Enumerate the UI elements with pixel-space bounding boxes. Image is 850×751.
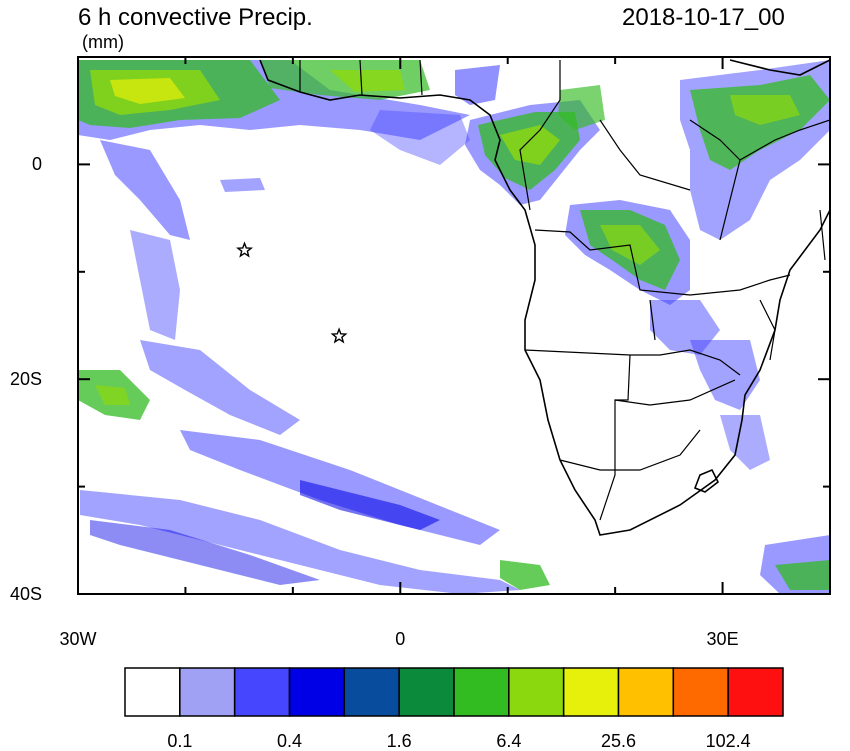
map-frame [77,56,831,595]
colorbar [124,667,784,717]
colorbar-swatch [453,667,510,717]
colorbar-swatch [727,667,784,717]
x-tick-label: 0 [395,629,406,649]
colorbar-swatch [288,667,346,717]
coastlines [259,59,830,536]
colorbar-swatch [508,667,565,717]
colorbar-swatch [398,667,455,717]
star-marker-2 [330,327,348,344]
x-tick-label: 30E [706,629,739,649]
markers [236,241,348,344]
precip-field [78,59,830,594]
colorbar-swatch [617,667,675,717]
colorbar-swatch [124,667,181,717]
y-tick-label: 0 [31,154,42,175]
colorbar-label: 25.6 [600,731,637,751]
country-borders [299,59,830,521]
axis-ticks [77,56,831,595]
x-tick-label: 30W [59,629,97,649]
colorbar-label: 6.4 [496,731,522,751]
colorbar-swatch [562,667,620,717]
y-tick-label: 40S [9,584,42,604]
colorbar-swatch [672,667,729,717]
y-tick-label: 20S [9,369,42,390]
precip-north-band [78,60,500,140]
colorbar-swatch [179,667,236,717]
colorbar-label: 0.1 [167,731,193,751]
units-label: (mm) [82,32,124,52]
star-marker-1 [236,241,254,258]
colorbar-swatch [233,667,291,717]
map-title: 6 h convective Precip. [78,4,313,31]
colorbar-label: 0.4 [276,731,303,751]
precip-atlantic-streaks [78,110,830,594]
colorbar-label: 102.4 [705,731,751,751]
precip-congo [465,85,690,305]
colorbar-label: 1.6 [386,731,412,751]
datetime-label: 2018-10-17_00 [622,4,785,31]
colorbar-swatch [343,667,400,717]
precip-east-africa [650,60,830,470]
